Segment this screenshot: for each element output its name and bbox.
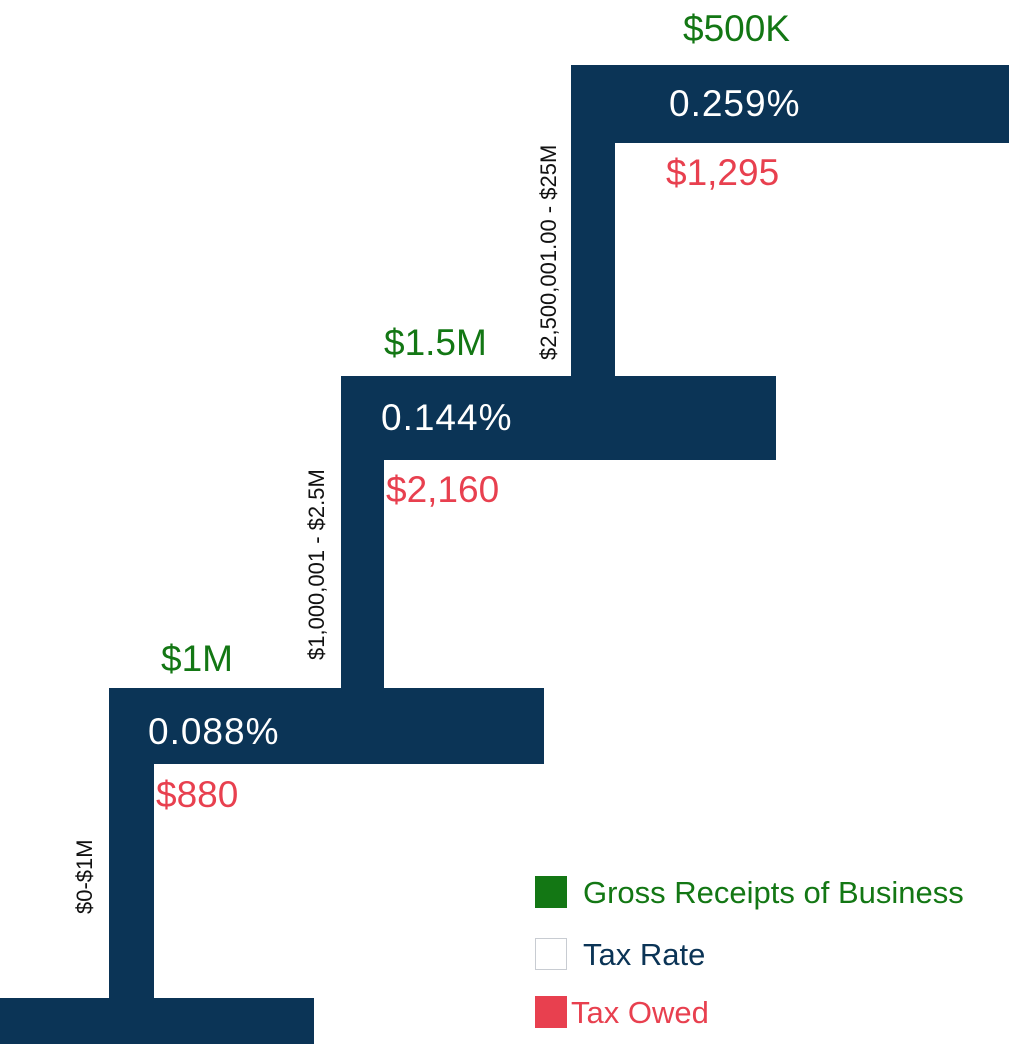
- stair-step-3: [571, 65, 1009, 143]
- tier-2-gross-receipts: $1.5M: [384, 322, 487, 363]
- legend-item-tax-owed: Tax Owed: [535, 996, 709, 1028]
- legend-label-tax-rate: Tax Rate: [583, 936, 706, 972]
- legend-swatch-gross-receipts: [535, 876, 567, 908]
- stair-step-2: [341, 376, 776, 460]
- tier-1-tax-rate: 0.088%: [148, 711, 280, 752]
- tier-3-range-label: $2,500,001.00 - $25M: [536, 144, 561, 360]
- tier-2-tax-rate: 0.144%: [381, 397, 513, 438]
- legend-item-tax-rate: Tax Rate: [535, 938, 705, 970]
- tier-3-tax-rate: 0.259%: [669, 83, 801, 124]
- legend-swatch-tax-rate: [535, 938, 567, 970]
- tier-1-gross-receipts: $1M: [161, 638, 233, 679]
- tier-2-range-label: $1,000,001 - $2.5M: [304, 469, 329, 660]
- tier-1-range-label: $0-$1M: [72, 839, 97, 914]
- tier-3-tax-owed: $1,295: [666, 152, 780, 193]
- tier-1-tax-owed: $880: [156, 774, 239, 815]
- legend-label-gross-receipts: Gross Receipts of Business: [583, 874, 964, 910]
- stair-step-1: [109, 688, 544, 764]
- legend-label-tax-owed: Tax Owed: [571, 994, 709, 1030]
- tier-3-gross-receipts: $500K: [683, 8, 790, 49]
- tier-2-tax-owed: $2,160: [386, 469, 500, 510]
- legend-item-gross-receipts: Gross Receipts of Business: [535, 876, 964, 908]
- stair-base-step: [0, 998, 314, 1044]
- legend-swatch-tax-owed: [535, 996, 567, 1028]
